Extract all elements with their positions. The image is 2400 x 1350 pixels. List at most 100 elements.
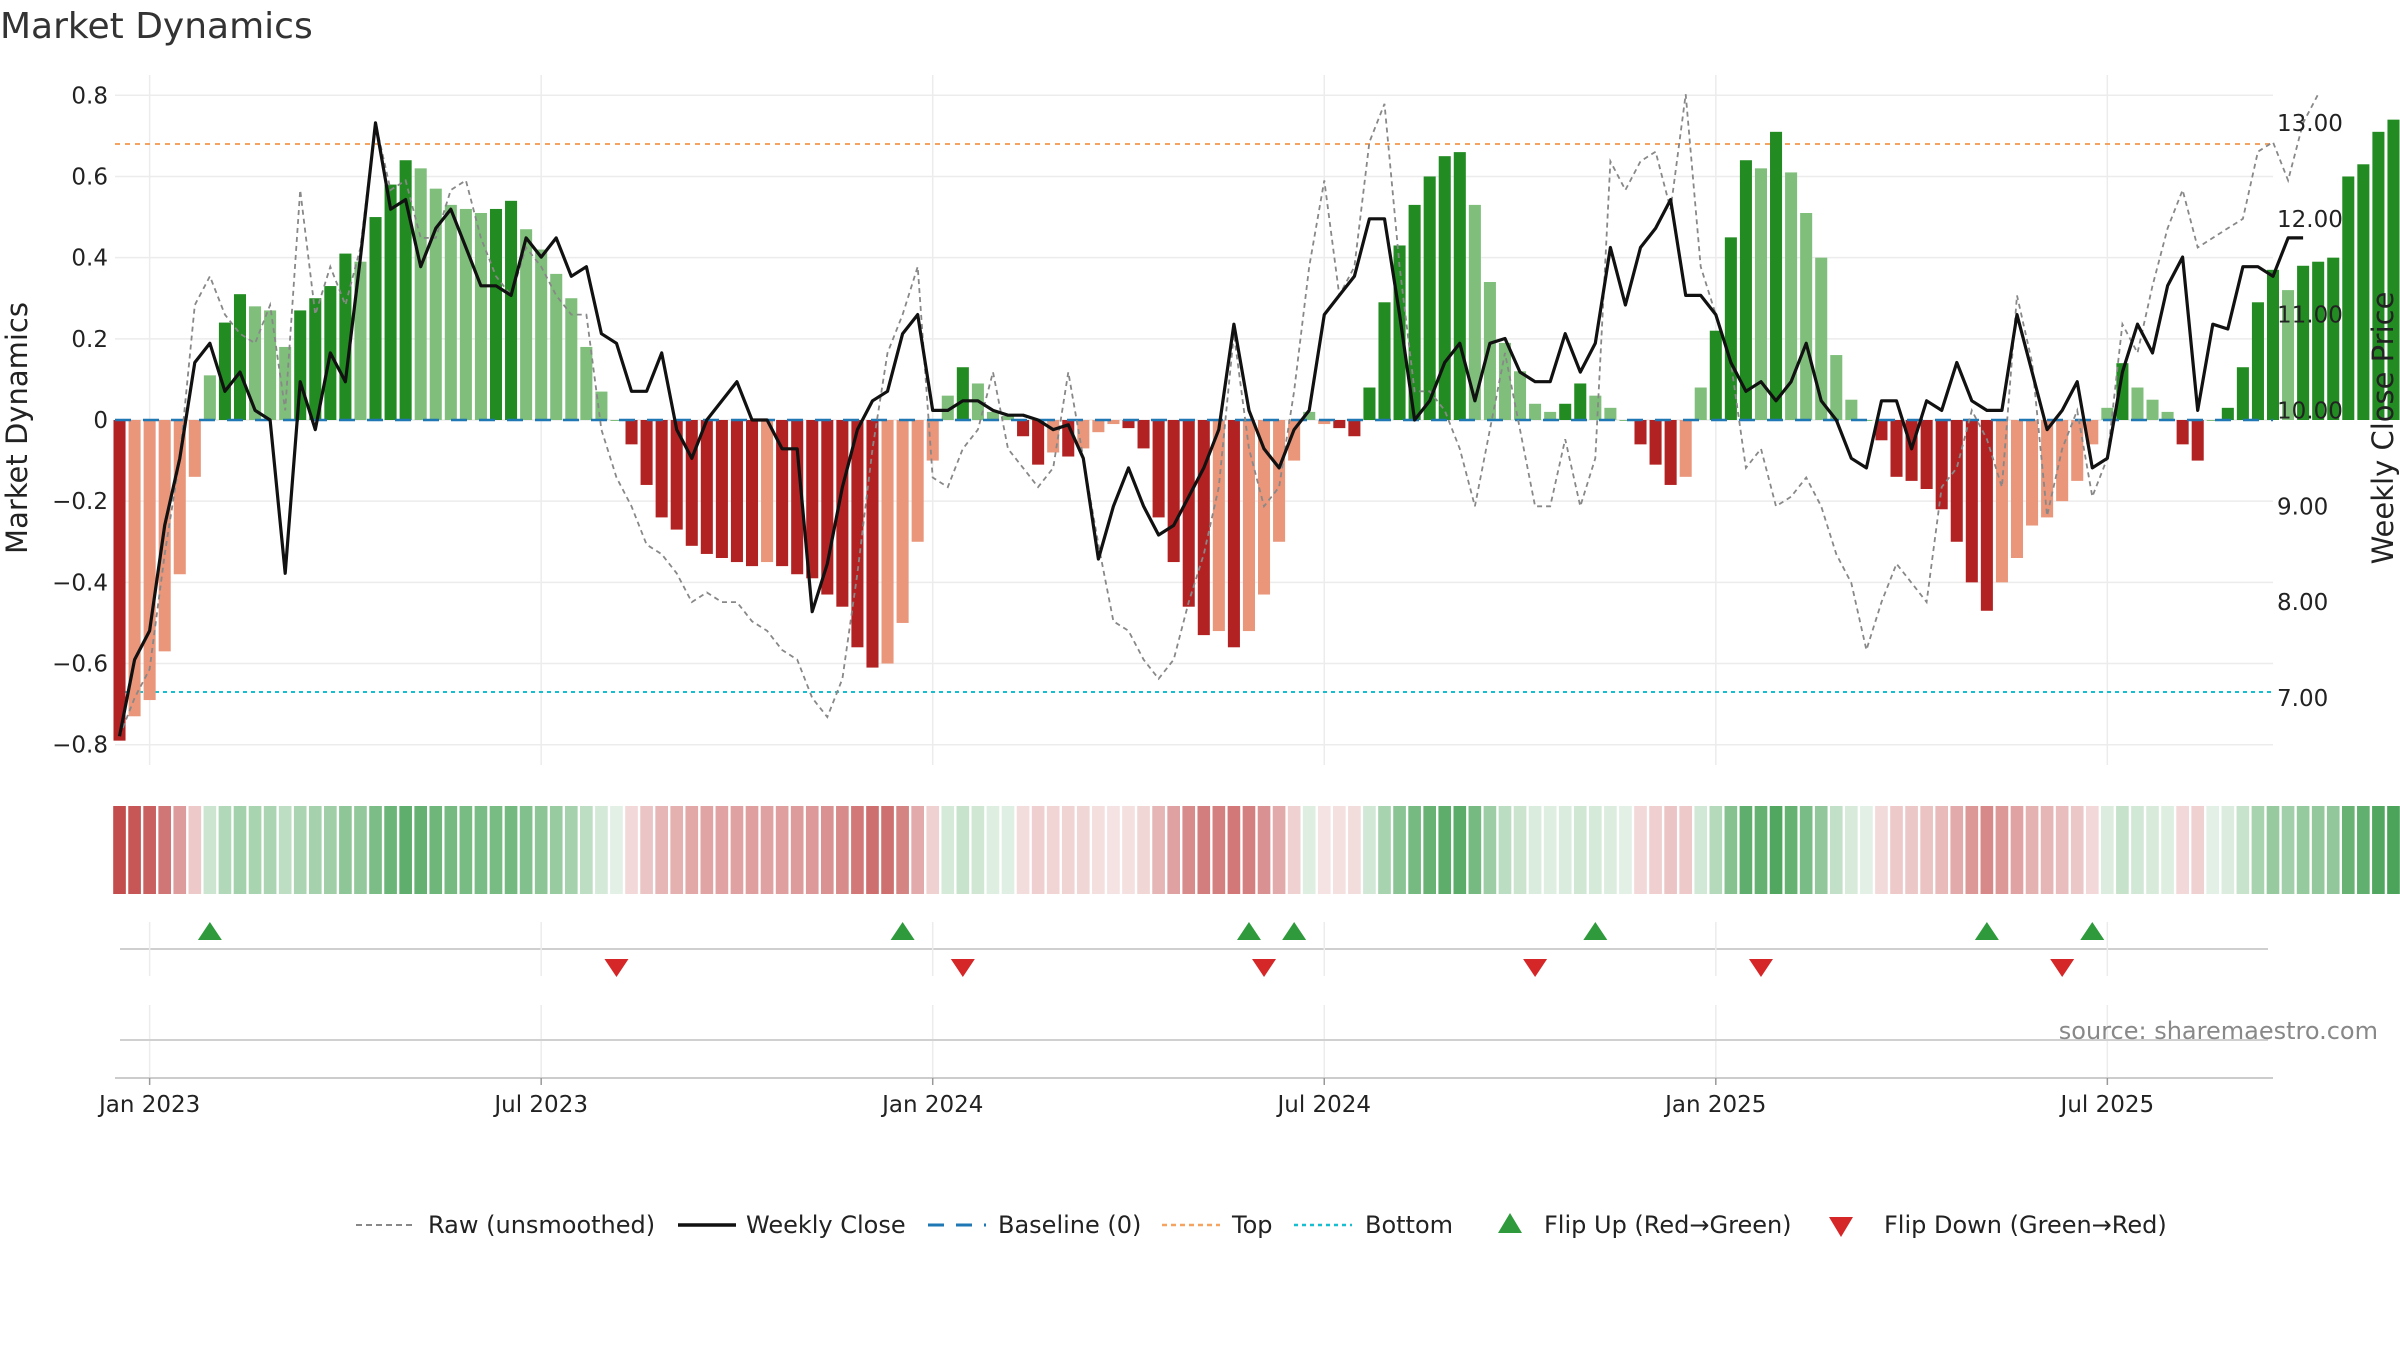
dynamics-bar	[2327, 257, 2340, 420]
legend-label: Baseline (0)	[998, 1211, 1141, 1239]
dynamics-bar	[550, 273, 563, 420]
dynamics-bar	[2116, 363, 2129, 420]
regime-strip-cell	[640, 806, 653, 894]
regime-strip-cell	[399, 806, 412, 894]
regime-strip-cell	[805, 806, 819, 894]
dynamics-bar	[1514, 371, 1527, 420]
dynamics-bar	[128, 420, 141, 717]
dynamics-bar	[2266, 269, 2280, 420]
regime-strip-cell	[866, 806, 879, 894]
regime-strip-cell	[293, 806, 307, 894]
flip-up-marker	[1974, 922, 1999, 940]
regime-strip-cell	[1031, 806, 1045, 894]
dynamics-bar	[1935, 420, 1948, 510]
dynamics-bar	[429, 188, 442, 420]
dynamics-bar	[2297, 265, 2310, 420]
regime-strip-cell	[700, 806, 714, 894]
dynamics-bar	[1920, 420, 1933, 489]
dynamics-bar	[1770, 131, 1783, 420]
regime-strip-cell	[1709, 806, 1723, 894]
regime-strip-cell	[2101, 806, 2114, 894]
dynamics-bar	[1167, 420, 1180, 563]
dynamics-bar	[986, 411, 999, 420]
weekly-close-line	[117, 121, 2304, 737]
regime-strip-cell	[851, 806, 864, 894]
dynamics-bar	[1739, 160, 1752, 420]
legend-item: Weekly Close	[678, 1211, 906, 1239]
dynamics-bar	[1785, 172, 1798, 420]
dynamics-bar	[1950, 420, 1963, 542]
dynamics-bar	[776, 420, 789, 567]
dynamics-bar	[1875, 420, 1888, 441]
dynamics-bar	[505, 200, 518, 420]
regime-strip-cell	[1543, 806, 1557, 894]
dynamics-bar	[233, 294, 247, 420]
dynamics-bar	[1378, 302, 1391, 420]
regime-strip-cell	[911, 806, 924, 894]
dynamics-bar	[745, 420, 759, 567]
dynamics-bar	[2056, 420, 2069, 502]
dynamics-bar	[1212, 420, 1225, 632]
flip-up-marker	[890, 922, 915, 940]
regime-strip-cell	[790, 806, 804, 894]
dynamics-bar	[1709, 330, 1722, 420]
dynamics-bar	[399, 160, 412, 420]
dynamics-bar	[2146, 399, 2159, 420]
regime-strip-cell	[1182, 806, 1196, 894]
regime-strip-cell	[1664, 806, 1677, 894]
regime-strip-cell	[2296, 806, 2310, 894]
flip-down-marker	[1252, 959, 1277, 977]
regime-strip-cell	[339, 806, 352, 894]
flip-down-marker	[950, 959, 975, 977]
regime-strip-cell	[1348, 806, 1361, 894]
regime-strip-cell	[971, 806, 985, 894]
regime-strip-cell	[625, 806, 638, 894]
regime-strip-cell	[1363, 806, 1376, 894]
regime-strip-cell	[263, 806, 277, 894]
regime-strip-cell	[1965, 806, 1979, 894]
dynamics-bar	[851, 420, 864, 648]
dynamics-bar	[1529, 403, 1542, 420]
dynamics-bar	[1423, 176, 1436, 420]
dynamics-bar	[610, 420, 623, 421]
regime-strip-cell	[820, 806, 834, 894]
regime-strip-cell	[1845, 806, 1858, 894]
left-axis-label: Market Dynamics	[0, 302, 34, 554]
regime-strip-cell	[1001, 806, 1015, 894]
regime-strip-cell	[836, 806, 849, 894]
regime-strip-cell	[1092, 806, 1105, 894]
regime-strip-cell	[1589, 806, 1602, 894]
dynamics-bar	[1077, 420, 1090, 449]
dynamics-bar	[1408, 204, 1421, 420]
dynamics-bar	[881, 420, 894, 664]
regime-strip-cell	[218, 806, 232, 894]
regime-strip-cell	[1935, 806, 1949, 894]
regime-strip-cell	[941, 806, 955, 894]
regime-strip-cell	[2266, 806, 2280, 894]
dynamics-bar	[384, 184, 397, 420]
regime-strip-cell	[2236, 806, 2250, 894]
dynamics-bar	[143, 420, 156, 701]
regime-strip-cell	[580, 806, 593, 894]
left-tick-label: −0.6	[52, 652, 108, 678]
dynamics-bar	[1363, 387, 1376, 420]
dynamics-bar	[2251, 302, 2264, 420]
regime-strip-cell	[881, 806, 894, 894]
regime-strip-cell	[1227, 806, 1241, 894]
regime-strip-cell	[610, 806, 623, 894]
x-tick-label: Jul 2023	[492, 1092, 588, 1118]
dynamics-bar	[791, 420, 804, 575]
regime-strip-cell	[2326, 806, 2340, 894]
regime-strip-cell	[1739, 806, 1753, 894]
dynamics-bar	[2026, 420, 2039, 526]
regime-strip-cell	[1287, 806, 1301, 894]
legend-label: Raw (unsmoothed)	[428, 1211, 655, 1239]
dynamics-bar	[1453, 152, 1466, 420]
regime-strip-cell	[459, 806, 473, 894]
dynamics-bar	[2357, 164, 2370, 420]
dynamics-bar	[1694, 387, 1707, 420]
dynamics-bar	[1303, 411, 1316, 420]
dynamics-bar	[2221, 407, 2234, 420]
legend-label: Bottom	[1365, 1211, 1453, 1239]
regime-strip-cell	[564, 806, 578, 894]
